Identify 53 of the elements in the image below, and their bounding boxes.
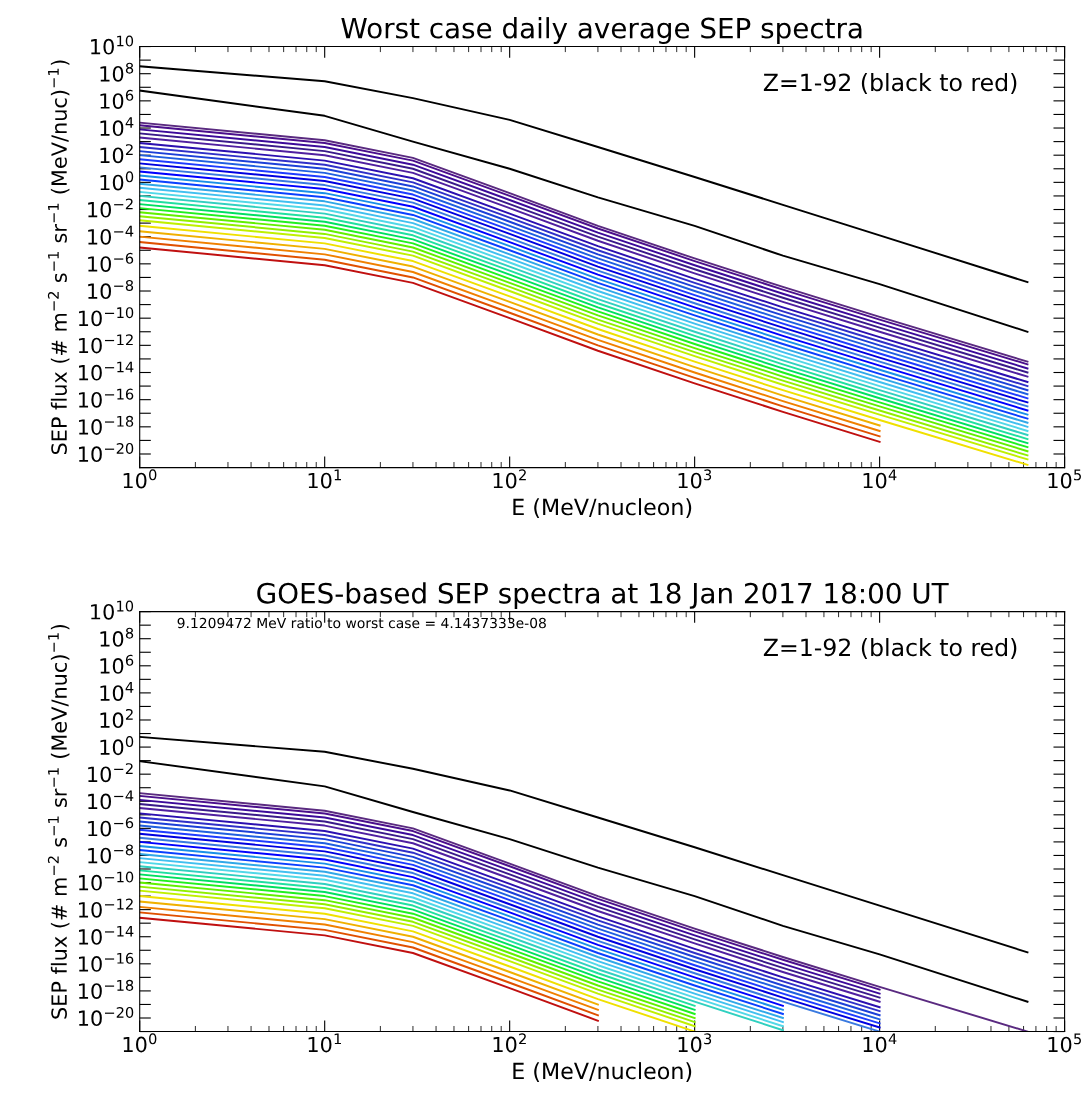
annotation: 9.1209472 MeV ratio to worst case = 4.1437333e-08 [177, 617, 546, 629]
x-tick-label: 10$^{3}$ [678, 1033, 712, 1053]
annotation: Z=1-92 (black to red) [763, 637, 1017, 660]
x-tick-label: 10$^{0}$ [123, 1033, 157, 1053]
y-tick-label: 10$^{−18}$ [79, 415, 134, 435]
y-tick-label: 10$^{−14}$ [79, 925, 134, 945]
y-tick-label: 10$^{−12}$ [79, 334, 133, 354]
y-tick-label: 10$^{0}$ [100, 171, 134, 191]
x-tick-label: 10$^{5}$ [1048, 1033, 1081, 1053]
y-tick-label: 10$^{4}$ [100, 682, 134, 701]
y-tick-label: 10$^{−8}$ [88, 279, 134, 300]
y-tick-label: 10$^{−4}$ [88, 790, 134, 810]
x-tick-label: 10$^{1}$ [308, 1033, 341, 1053]
x-tick-label: 10$^{2}$ [493, 469, 526, 489]
y-tick-label: 10$^{−6}$ [88, 817, 134, 837]
y-tick-label: 10$^{−6}$ [88, 252, 134, 272]
x-tick-label: 10$^{1}$ [308, 469, 341, 489]
y-tick-label: 10$^{−18}$ [79, 979, 134, 999]
y-tick-label: 10$^{−2}$ [88, 763, 133, 783]
y-tick-label: 10$^{−16}$ [79, 952, 134, 972]
annotation: Z=1-92 (black to red) [763, 73, 1017, 95]
x-axis-title: E (MeV/nucleon) [513, 1062, 692, 1082]
text: SEP flux (# m$^{−2}$ s$^{−1}$ sr$^{−1}$ (MeV/nuc)$^{−1}$) [47, 60, 70, 455]
x-tick-label: 10$^{3}$ [678, 469, 712, 489]
y-tick-label: 10$^{−2}$ [88, 198, 133, 218]
x-tick-label: 10$^{0}$ [123, 469, 157, 489]
y-tick-label: 10$^{−14}$ [79, 361, 134, 381]
y-tick-label: 10$^{6}$ [100, 654, 134, 674]
y-tick-label: 10$^{6}$ [100, 89, 134, 109]
x-tick-label: 10$^{4}$ [863, 1033, 897, 1053]
y-tick-label: 10$^{0}$ [100, 736, 134, 756]
y-tick-label: 10$^{−12}$ [79, 898, 133, 918]
chart-title: Worst case daily average SEP spectra [341, 17, 862, 44]
y-tick-label: 10$^{2}$ [100, 144, 133, 164]
y-tick-label: 10$^{−16}$ [79, 388, 134, 408]
y-tick-label: 10$^{−20}$ [79, 1006, 134, 1027]
y-tick-label: 10$^{−8}$ [88, 844, 134, 864]
x-tick-label: 10$^{4}$ [863, 469, 897, 489]
x-tick-label: 10$^{5}$ [1048, 469, 1081, 489]
y-tick-label: 10$^{2}$ [100, 708, 133, 729]
y-tick-label: 10$^{4}$ [100, 117, 134, 137]
y-tick-label: 10$^{−4}$ [88, 225, 134, 245]
y-tick-label: 10$^{−20}$ [79, 442, 134, 463]
y-tick-label: 10$^{8}$ [100, 62, 134, 82]
text: SEP flux (# m$^{−2}$ s$^{−1}$ sr$^{−1}$ (MeV/nuc)$^{−1}$) [47, 624, 70, 1019]
y-tick-label: 10$^{10}$ [91, 35, 134, 55]
y-tick-label: 10$^{−10}$ [79, 871, 134, 891]
chart-title: GOES-based SEP spectra at 18 Jan 2017 18:00 UT [257, 582, 949, 610]
y-tick-label: 10$^{8}$ [100, 627, 134, 647]
x-axis-title: E (MeV/nucleon) [513, 498, 692, 518]
x-tick-label: 10$^{2}$ [493, 1033, 526, 1053]
y-tick-label: 10$^{10}$ [91, 600, 134, 620]
y-tick-label: 10$^{−10}$ [79, 307, 134, 327]
